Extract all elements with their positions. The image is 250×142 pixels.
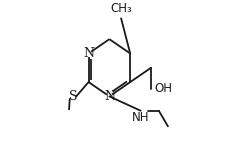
Text: OH: OH — [154, 82, 172, 95]
Text: N: N — [104, 90, 115, 103]
Text: NH: NH — [132, 111, 149, 124]
Text: CH₃: CH₃ — [110, 2, 132, 15]
Text: S: S — [69, 90, 77, 103]
Text: N: N — [83, 47, 94, 60]
